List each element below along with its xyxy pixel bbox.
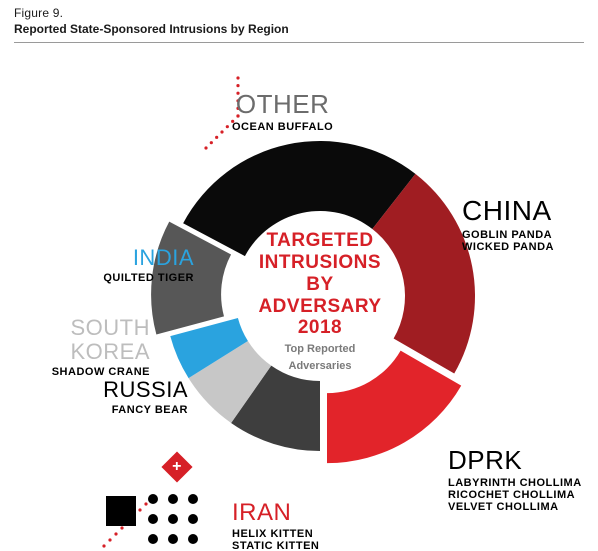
label-sk: SOUTH KOREA SHADOW CRANE [0, 316, 150, 378]
center-line3: BY ADVERSARY [250, 274, 390, 318]
leader-dot [226, 125, 229, 128]
header-rule [14, 42, 584, 43]
region-name: DPRK [448, 446, 582, 475]
grid-dot [188, 534, 198, 544]
center-line1: TARGETED [250, 230, 390, 252]
label-india: INDIA QUILTED TIGER [34, 246, 194, 284]
leader-dot [236, 76, 239, 79]
group-names: HELIX KITTENSTATIC KITTEN [232, 528, 319, 551]
leader-dot [210, 141, 213, 144]
label-russia: RUSSIA FANCY BEAR [28, 378, 188, 416]
region-name: RUSSIA [28, 378, 188, 402]
grid-dot [168, 534, 178, 544]
group-names: LABYRINTH CHOLLIMARICOCHET CHOLLIMAVELVE… [448, 477, 582, 513]
grid-dot [148, 514, 158, 524]
leader-dot [220, 130, 223, 133]
figure-container: Figure 9. Reported State-Sponsored Intru… [0, 0, 598, 551]
region-name: OTHER [232, 90, 333, 119]
label-iran: IRANHELIX KITTENSTATIC KITTEN [232, 500, 319, 551]
grid-dot [188, 494, 198, 504]
figure-header: Figure 9. Reported State-Sponsored Intru… [14, 6, 584, 36]
leader-dot [215, 136, 218, 139]
label-china: CHINAGOBLIN PANDAWICKED PANDA [462, 196, 554, 253]
center-line4: 2018 [250, 317, 390, 339]
group-names: QUILTED TIGER [34, 272, 194, 284]
region-name: IRAN [232, 500, 319, 526]
leader-dot [236, 84, 239, 87]
region-name: CHINA [462, 196, 554, 227]
grid-dot [168, 514, 178, 524]
center-sub1: Top Reported [250, 343, 390, 356]
label-other: OTHER OCEAN BUFFALO [232, 90, 333, 133]
center-text: TARGETED INTRUSIONS BY ADVERSARY 2018 To… [250, 230, 390, 373]
group-names: OCEAN BUFFALO [232, 121, 333, 133]
figure-number: Figure 9. [14, 6, 584, 20]
leader-dot [204, 146, 207, 149]
dot-grid-icon [148, 494, 208, 551]
leader-dot [120, 526, 123, 529]
black-square-icon [106, 496, 136, 526]
center-sub2: Adversaries [250, 360, 390, 373]
donut-chart: TARGETED INTRUSIONS BY ADVERSARY 2018 To… [0, 48, 598, 551]
leader-dot [138, 508, 141, 511]
grid-dot [168, 494, 178, 504]
group-names: SHADOW CRANE [0, 366, 150, 378]
leader-dot [102, 544, 105, 547]
grid-dot [148, 534, 158, 544]
group-names: FANCY BEAR [28, 404, 188, 416]
label-dprk: DPRKLABYRINTH CHOLLIMARICOCHET CHOLLIMAV… [448, 446, 582, 513]
leader-dot [114, 532, 117, 535]
region-name: INDIA [34, 246, 194, 270]
leader-dot [108, 538, 111, 541]
grid-dot [188, 514, 198, 524]
group-names: GOBLIN PANDAWICKED PANDA [462, 229, 554, 253]
center-line2: INTRUSIONS [250, 252, 390, 274]
grid-dot [148, 494, 158, 504]
region-name: SOUTH KOREA [0, 316, 150, 364]
figure-title: Reported State-Sponsored Intrusions by R… [14, 22, 584, 36]
